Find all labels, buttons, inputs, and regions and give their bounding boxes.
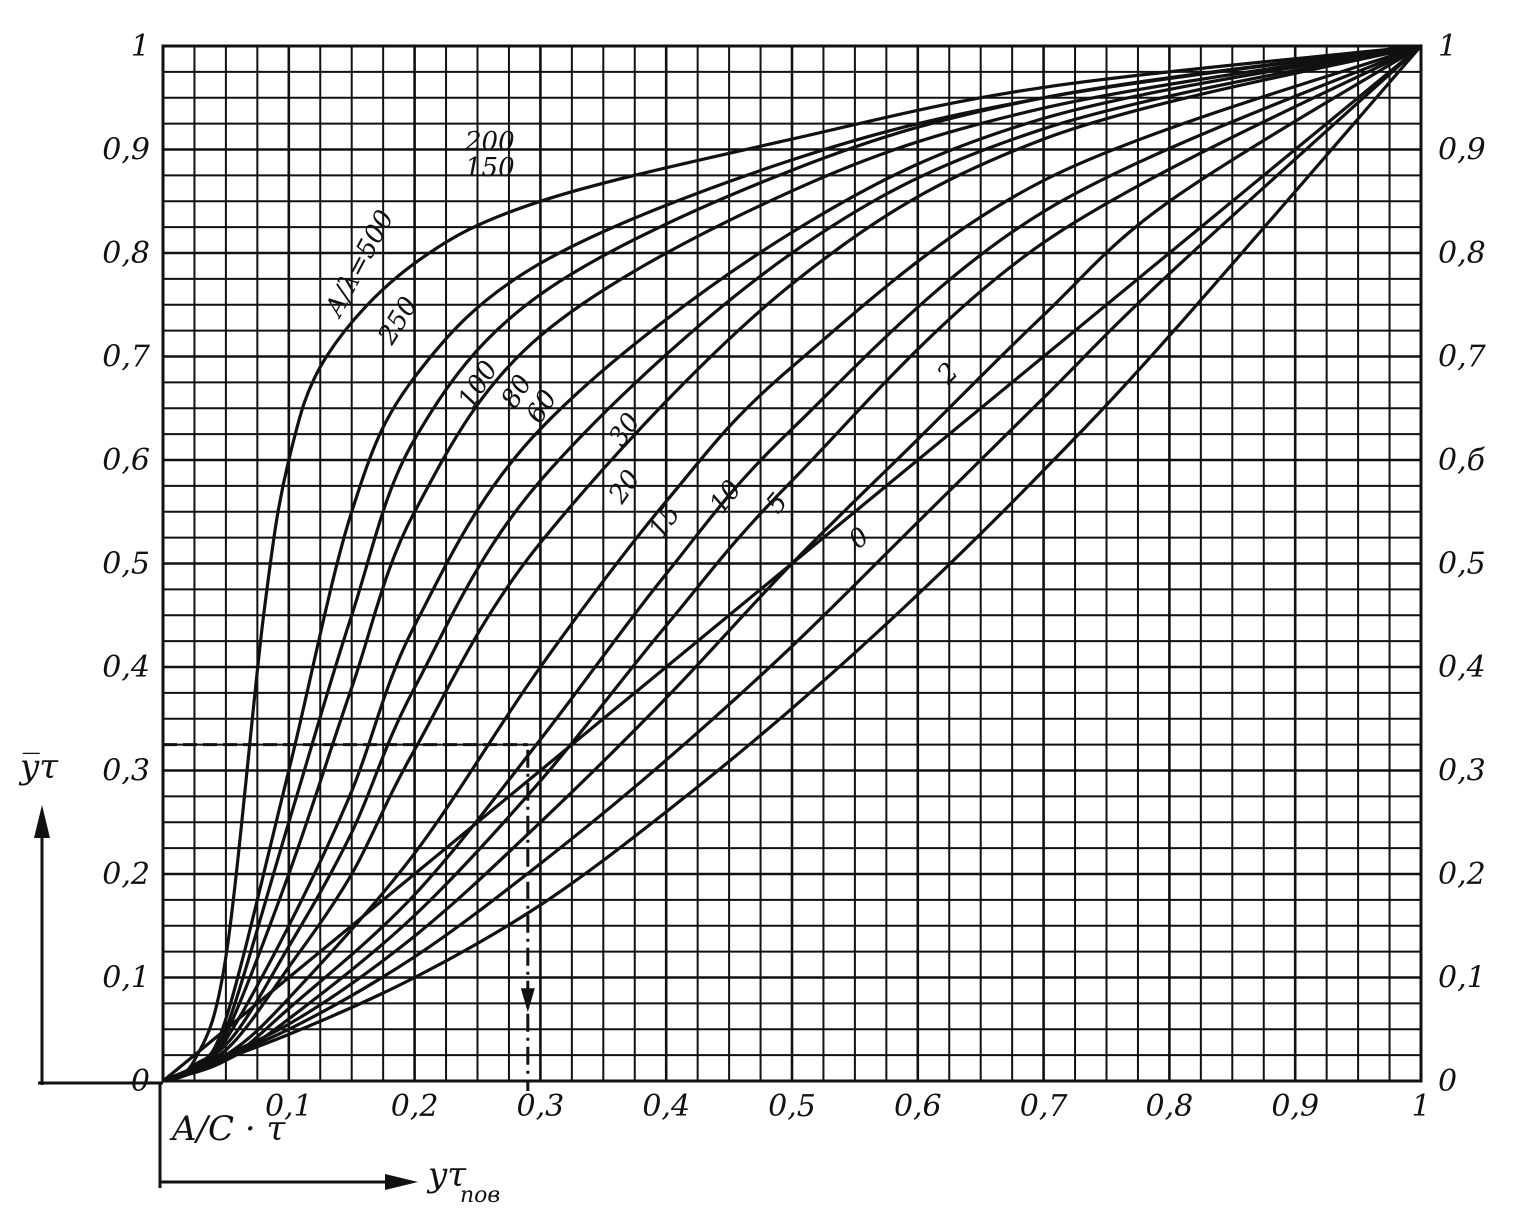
y-right-tick-label: 0,2 <box>1438 857 1486 892</box>
y-axis-arrowhead <box>34 805 50 838</box>
y-right-tick-label: 0,9 <box>1438 133 1486 168</box>
y-right-tick-label: 0,5 <box>1438 547 1486 582</box>
y-right-tick-label: 0,3 <box>1438 754 1486 789</box>
axes <box>34 44 1423 1190</box>
curve-label-20: 20 <box>603 465 647 510</box>
curve-label-200: 200 <box>464 127 515 157</box>
annotations <box>163 743 535 1091</box>
x-tick-label: 0,3 <box>517 1089 565 1124</box>
x-tick-label: 0,4 <box>642 1089 690 1124</box>
y-right-tick-label: 0,4 <box>1438 650 1486 685</box>
x-tick-label: 0,8 <box>1146 1089 1194 1124</box>
series-line-13 <box>161 44 1423 1083</box>
x-tick-label: 0,9 <box>1271 1089 1319 1124</box>
y-tick-label: 0,4 <box>102 650 150 685</box>
origin-label: A/C · τ <box>169 1109 286 1149</box>
y-right-tick-label: 0,8 <box>1438 236 1486 271</box>
series-line-6 <box>162 44 1422 1083</box>
x-tick-label: 0,7 <box>1020 1089 1069 1124</box>
y-tick-label: 0,5 <box>102 547 150 582</box>
series-line-10 <box>162 44 1422 1083</box>
y-right-tick-label: 1 <box>1438 29 1457 64</box>
series-line-5 <box>162 44 1422 1083</box>
series-line-11 <box>162 44 1423 1083</box>
y-tick-label: 0,6 <box>102 443 150 478</box>
curve-label-2: 2 <box>931 357 965 391</box>
x-axis-label: yτ <box>426 1155 467 1195</box>
x-tick-label: 1 <box>1411 1089 1430 1124</box>
x-tick-label: 0,2 <box>391 1089 439 1124</box>
curve-label-100: 100 <box>452 356 504 414</box>
series-line-12 <box>162 44 1423 1083</box>
y-tick-label: 0,8 <box>102 236 150 271</box>
series-group <box>161 44 1423 1083</box>
y-tick-label: 0,7 <box>102 340 151 375</box>
x-tick-labels: 0,1 0,2 0,3 0,4 0,5 0,6 0,7 0,8 0,9 1 <box>265 1089 1431 1124</box>
series-line-8 <box>162 44 1422 1083</box>
y-right-tick-labels: 0 0,1 0,2 0,3 0,4 0,5 0,б 0,7 0,8 0,9 1 <box>1438 29 1487 1099</box>
series-line-3 <box>162 44 1422 1083</box>
curve-label-250: 250 <box>372 292 424 351</box>
x-axis-arrowhead <box>385 1174 418 1190</box>
plot-frame <box>161 44 1423 1083</box>
y-tick-labels: 0 0,1 0,2 0,3 0,4 0,5 0,6 0,7 0,8 0,9 1 <box>102 29 151 1099</box>
y-tick-label: 0,2 <box>102 857 150 892</box>
y-right-tick-label: 0 <box>1438 1064 1457 1099</box>
y-axis-label: y̅τ <box>18 747 59 787</box>
curve-label-30: 30 <box>603 408 647 452</box>
y-right-tick-label: 0,б <box>1438 443 1486 478</box>
y-tick-label: 0,1 <box>102 961 150 996</box>
x-axis-label-sub: пов <box>460 1183 500 1208</box>
x-tick-label: 0,1 <box>265 1089 313 1124</box>
series-line-2 <box>162 44 1422 1083</box>
series-line-9 <box>162 44 1422 1083</box>
y-tick-label: 0 <box>131 1064 150 1099</box>
reading-arrowhead <box>520 988 535 1013</box>
curve-label-150: 150 <box>465 153 515 183</box>
y-tick-label: 0,3 <box>102 754 150 789</box>
x-tick-label: 0,5 <box>768 1089 816 1124</box>
y-right-tick-label: 0,7 <box>1438 340 1487 375</box>
series-line-0 <box>162 44 1422 1083</box>
x-tick-label: 0,6 <box>894 1089 942 1124</box>
y-right-tick-label: 0,1 <box>1438 961 1486 996</box>
series-line-7 <box>162 44 1422 1083</box>
y-tick-label: 1 <box>131 29 150 64</box>
y-tick-label: 0,9 <box>102 133 150 168</box>
curve-label-5: 5 <box>760 488 794 520</box>
